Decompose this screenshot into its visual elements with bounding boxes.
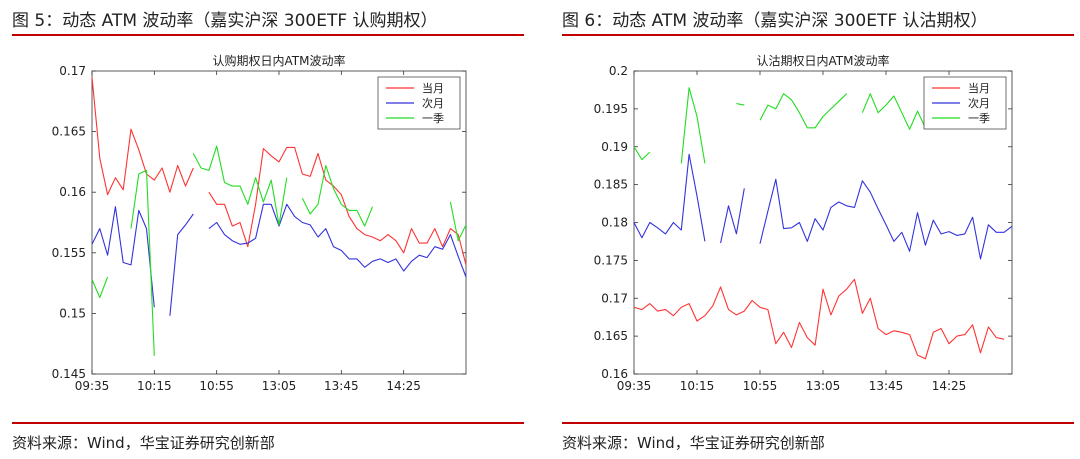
x-tick-label: 10:15: [137, 379, 172, 393]
y-tick-label: 0.19: [601, 140, 628, 154]
caption-rule: [12, 34, 524, 36]
x-tick-label: 10:55: [743, 379, 778, 393]
chart-title: 认沽期权日内ATM波动率: [757, 53, 890, 68]
figure-caption: 图 6：动态 ATM 波动率（嘉实沪深 300ETF 认沽期权）: [562, 11, 988, 31]
y-tick-label: 0.2: [609, 64, 628, 78]
y-tick-label: 0.16: [601, 367, 628, 381]
x-tick-label: 10:55: [199, 379, 234, 393]
legend-label: 当月: [968, 81, 990, 95]
x-tick-label: 14:25: [932, 379, 967, 393]
series-line-2: [91, 203, 467, 316]
chart-call-atm-volatility: 认购期权日内ATM波动率 0.145 0.15 0.155 0.16 0.165 0.17 0…: [52, 53, 467, 393]
y-tick-label: 0.145: [52, 367, 86, 381]
y-tick-label: 0.185: [594, 178, 628, 192]
figure-caption: 图 5：动态 ATM 波动率（嘉实沪深 300ETF 认购期权）: [12, 11, 438, 31]
y-tick-label: 0.155: [52, 246, 86, 260]
caption-rule: [562, 34, 1074, 36]
figure-panel-call: 图 5：动态 ATM 波动率（嘉实沪深 300ETF 认购期权） 认购期权日内A…: [0, 0, 530, 459]
x-tick-label: 14:25: [386, 379, 421, 393]
figure-panel-put: 图 6：动态 ATM 波动率（嘉实沪深 300ETF 认沽期权） 认沽期权日内A…: [550, 0, 1080, 459]
x-tick-label: 13:45: [324, 379, 359, 393]
series-line-3: [633, 87, 934, 164]
y-tick-label: 0.165: [52, 125, 86, 139]
y-tick-label: 0.15: [59, 306, 86, 320]
chart-title: 认购期权日内ATM波动率: [213, 53, 346, 68]
y-tick-label: 0.195: [594, 102, 628, 116]
legend-label: 一季: [968, 112, 990, 125]
chart-put-atm-volatility: 认沽期权日内ATM波动率 0.16 0.165 0.17 0.175 0.18 0.185 0…: [594, 53, 1013, 393]
legend-label: 当月: [422, 81, 444, 95]
x-tick-label: 13:45: [869, 379, 904, 393]
source-note: 资料来源：Wind，华宝证券研究创新部: [562, 434, 825, 452]
x-tick-label: 10:15: [680, 379, 715, 393]
legend-label: 次月: [968, 96, 990, 110]
legend-label: 一季: [422, 112, 444, 125]
series-line-2: [633, 153, 1013, 260]
source-note: 资料来源：Wind，华宝证券研究创新部: [12, 434, 275, 452]
y-tick-label: 0.18: [601, 216, 628, 230]
series-line-1: [633, 278, 1005, 360]
source-rule: [562, 422, 1074, 424]
y-tick-label: 0.175: [594, 253, 628, 267]
series-line-3: [91, 145, 467, 356]
y-tick-label: 0.165: [594, 329, 628, 343]
x-tick-label: 09:35: [617, 379, 652, 393]
x-tick-label: 09:35: [75, 379, 110, 393]
series-line-1: [91, 77, 467, 266]
source-rule: [12, 422, 524, 424]
y-tick-label: 0.17: [59, 64, 86, 78]
y-tick-label: 0.16: [59, 185, 86, 199]
y-tick-label: 0.17: [601, 291, 628, 305]
x-tick-label: 13:05: [262, 379, 297, 393]
x-tick-label: 13:05: [806, 379, 841, 393]
legend-label: 次月: [422, 96, 444, 110]
